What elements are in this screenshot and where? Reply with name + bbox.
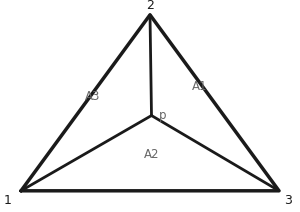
Text: p: p [159,109,166,122]
Text: 3: 3 [284,194,292,207]
Text: 2: 2 [146,0,154,12]
Text: 1: 1 [4,194,11,207]
Text: A1: A1 [192,80,207,93]
Text: A2: A2 [144,148,159,161]
Text: A3: A3 [85,90,101,103]
